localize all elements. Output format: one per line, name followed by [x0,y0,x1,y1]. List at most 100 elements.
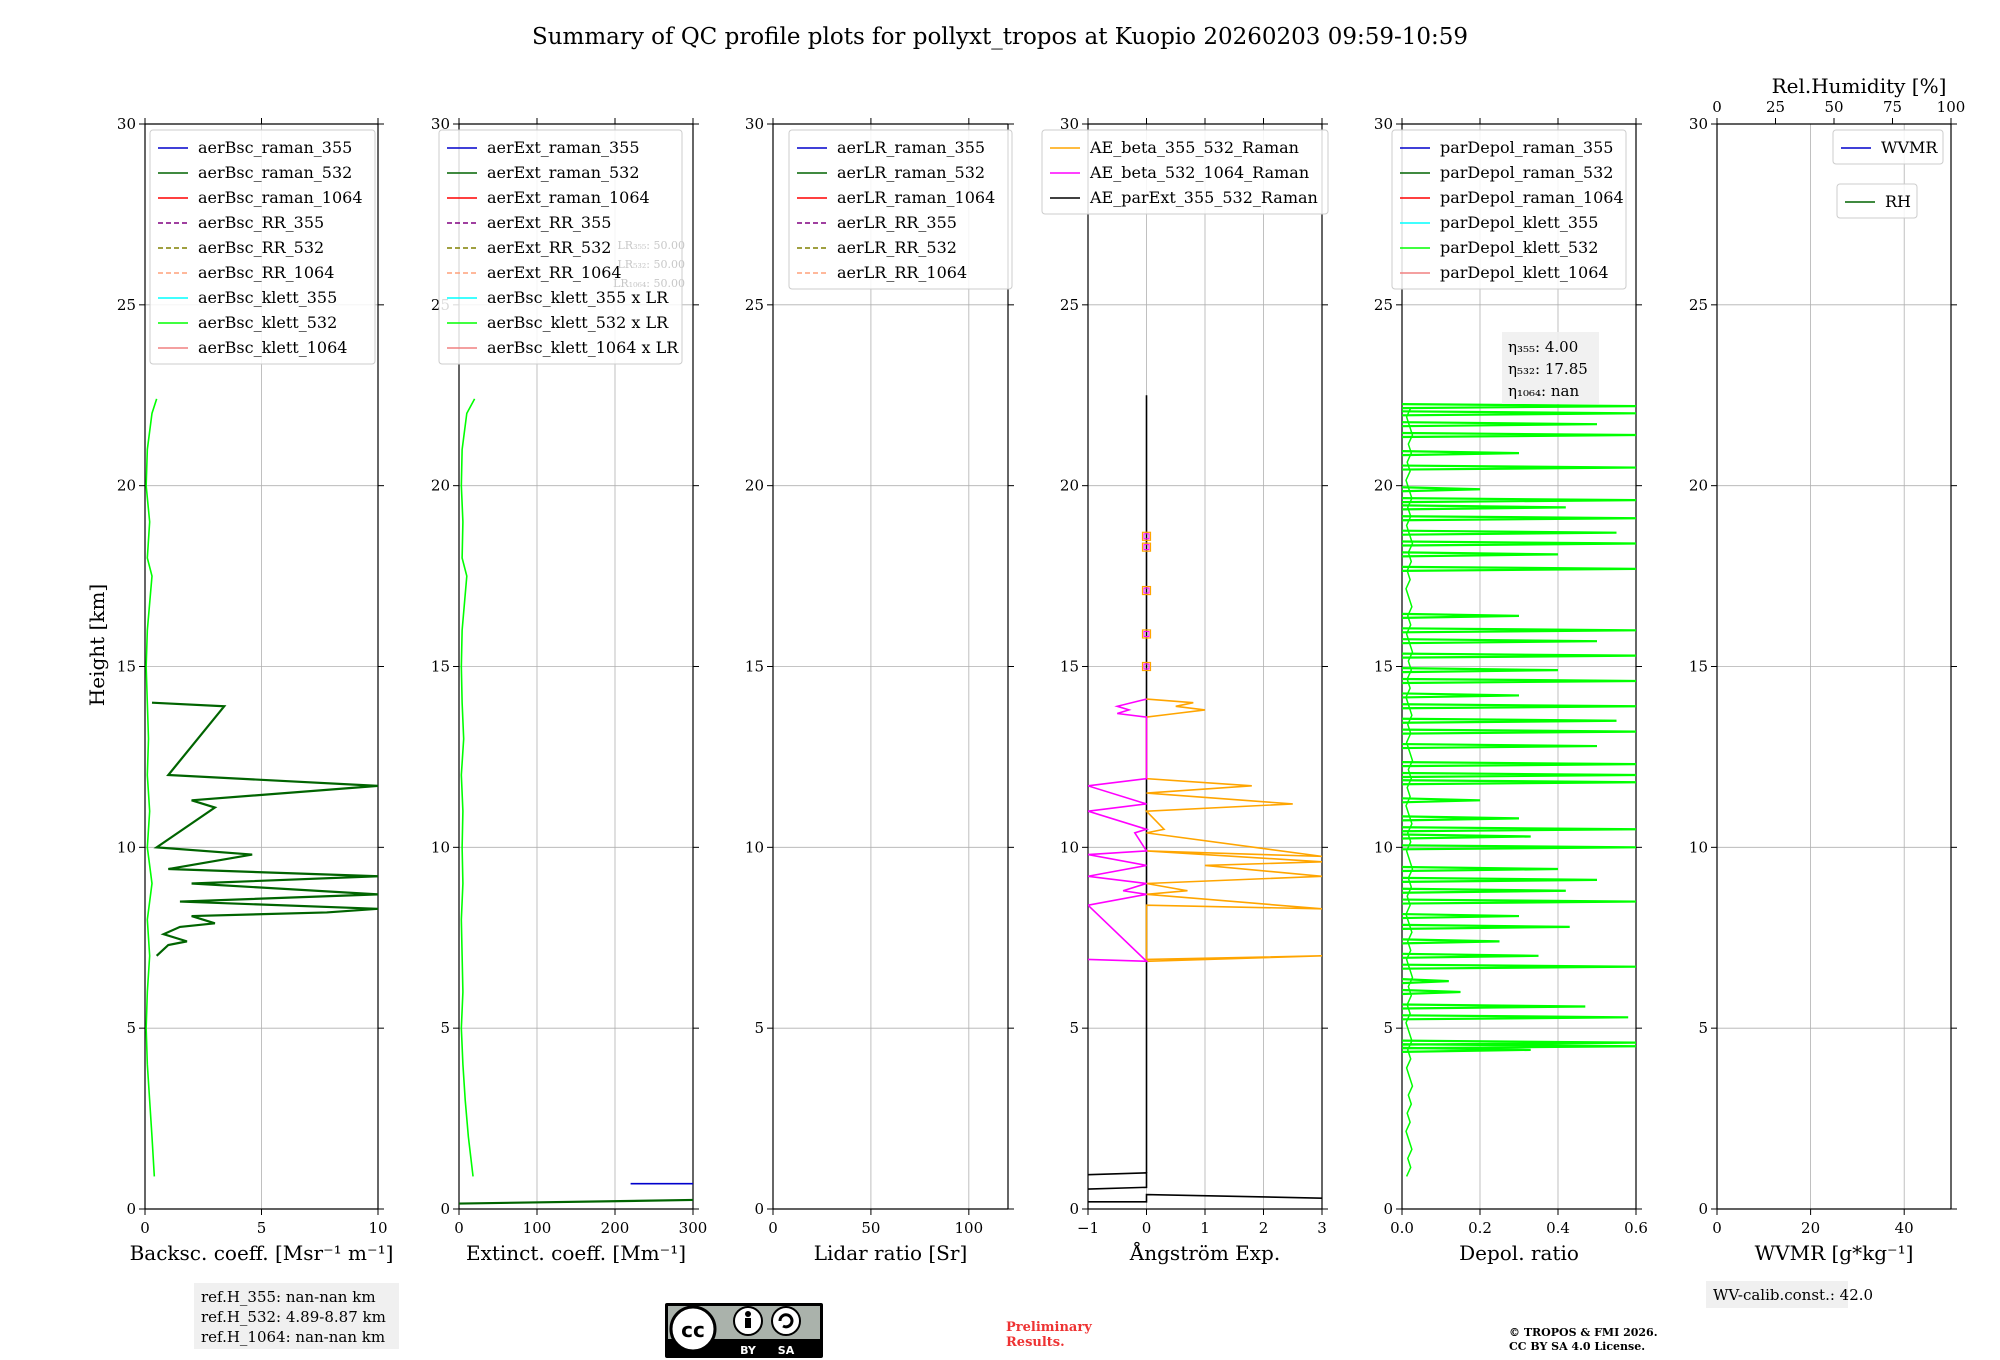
y-tick-label: 20 [1374,477,1393,495]
legend-label: aerBsc_RR_1064 [198,263,334,282]
legend-label: RH [1885,192,1911,211]
legend-label: aerBsc_RR_532 [198,238,324,257]
x-tick-label: 100 [523,1219,552,1237]
legend-label: parDepol_klett_355 [1440,213,1598,232]
depol-spike [1402,865,1559,873]
y-tick-label: 20 [1060,477,1079,495]
ae-box-mark [1141,661,1152,672]
data-ext [459,398,693,1205]
legend-label: parDepol_raman_355 [1440,138,1613,157]
legend-ext: aerExt_raman_355 aerExt_raman_532 aerExt_r… [438,129,683,365]
sa-icon [771,1306,801,1336]
depol-spike [1402,771,1636,779]
x-tick-label: 0 [140,1219,150,1237]
legend-lr: aerLR_raman_355 aerLR_raman_532 aerLR_rama… [788,129,1013,290]
svg-text:cc: cc [681,1318,705,1342]
depol-spike [1402,551,1559,558]
depol-spike [1402,515,1636,522]
legend-label: aerLR_RR_355 [837,213,957,232]
depol-spike [1402,876,1598,883]
depol-spike [1402,952,1539,959]
x-tick-label: 100 [955,1219,984,1237]
top-tick-label: 0 [1712,98,1722,116]
y-tick-label: 5 [126,1019,136,1037]
cc-license-badge: cc BY SA [665,1303,823,1358]
series-parDepol_klett_532 [1405,407,1414,1177]
legend-label: aerExt_RR_355 [487,213,611,232]
y-tick-label: 10 [1060,838,1079,856]
x-tick-label: 0 [1142,1219,1152,1237]
series-aerBsc_raman_532 [151,701,378,957]
x-tick-label: 200 [601,1219,630,1237]
panel-depol: 0 5 10 15 20 25 30 0.0 0.2 0.4 0.6 Depol. ratio parD… [1374,115,1648,1265]
ae-box-mark-inner [1143,663,1150,670]
depol-spike [1402,923,1570,930]
y-tick-label: 20 [117,477,136,495]
preliminary-line-2: Results. [1006,1335,1065,1350]
ref-height-note: ref.H_355: nan-nan km ref.H_532: 4.89-8.… [194,1283,399,1349]
legend-wv: WVMR [1832,129,1944,165]
legend-label: aerBsc_klett_355 x LR [487,288,669,307]
y-tick-label: 30 [1689,115,1708,133]
depol-spike [1402,529,1617,536]
depol-spike [1402,728,1636,735]
ae-box-mark-inner [1143,587,1150,594]
eta-label: η₁₀₆₄: nan [1508,382,1579,400]
legend-box [1391,129,1627,290]
y-tick-label: 10 [431,838,450,856]
y-tick-label: 5 [1383,1019,1393,1037]
x-axis-label: Lidar ratio [Sr] [814,1241,968,1265]
ae-box-mark [1141,629,1152,639]
series-AE_beta_355_532_Raman [1144,698,1322,963]
legend-box [149,129,376,365]
y-tick-label: 30 [745,115,764,133]
y-tick-label: 25 [745,296,764,314]
ref-height-box [194,1283,399,1349]
legend-label: parDepol_klett_532 [1440,238,1598,257]
legend-label: aerBsc_raman_355 [198,138,352,157]
eta-label: η₅₃₂: 17.85 [1508,360,1588,378]
top-tick-label: 50 [1824,98,1843,116]
y-tick-label: 5 [754,1019,764,1037]
depol-spike [1402,963,1636,970]
depol-spike [1402,464,1636,471]
legend-label: aerBsc_klett_532 x LR [487,313,669,332]
legend-bsc: aerBsc_raman_355 aerBsc_raman_532 aerBsc_r… [149,129,376,365]
depol-spike [1402,833,1531,840]
preliminary-note: Preliminary Results. [1006,1320,1092,1350]
y-tick-label: 15 [431,658,450,676]
series-AE_parExt_355_532_Raman [1088,1172,1148,1190]
y-tick-label: 0 [754,1200,764,1218]
depol-spike [1402,761,1636,768]
x-tick-label: 40 [1895,1219,1914,1237]
y-tick-label: 20 [745,477,764,495]
ae-box-mark [1141,531,1152,541]
legend-label: parDepol_klett_1064 [1440,263,1609,282]
y-tick-label: 20 [431,477,450,495]
legend-label: aerExt_RR_1064 [487,263,622,282]
lr-label: LR₁₀₆₄: 50.00 [613,277,685,290]
legend-label: AE_beta_532_1064_Raman [1089,163,1309,182]
depol-spike [1402,692,1520,699]
ae-box-mark-inner [1143,630,1150,637]
y-tick-label: 0 [440,1200,450,1218]
y-tick-label: 30 [431,115,450,133]
legend-label: parDepol_raman_532 [1440,163,1613,182]
y-tick-label: 25 [117,296,136,314]
panel-lr: 0 5 10 15 20 25 30 0 50 100 Lidar ratio [Sr] aerLR_… [745,115,1014,1265]
legend-label: aerBsc_klett_355 [198,288,337,307]
lr-label: LR₃₅₅: 50.00 [617,239,685,252]
series-aerBsc_klett_532 x LR [460,398,476,1177]
depol-spike [1402,431,1636,439]
y-tick-label: 15 [1689,658,1708,676]
depol-spike [1402,826,1636,833]
svg-text:BY: BY [740,1344,757,1357]
legend-wv-2: RH [1836,183,1918,219]
y-tick-label: 30 [117,115,136,133]
depol-spike [1402,403,1636,410]
depol-spike [1402,1003,1586,1010]
top-tick-label: 25 [1766,98,1785,116]
